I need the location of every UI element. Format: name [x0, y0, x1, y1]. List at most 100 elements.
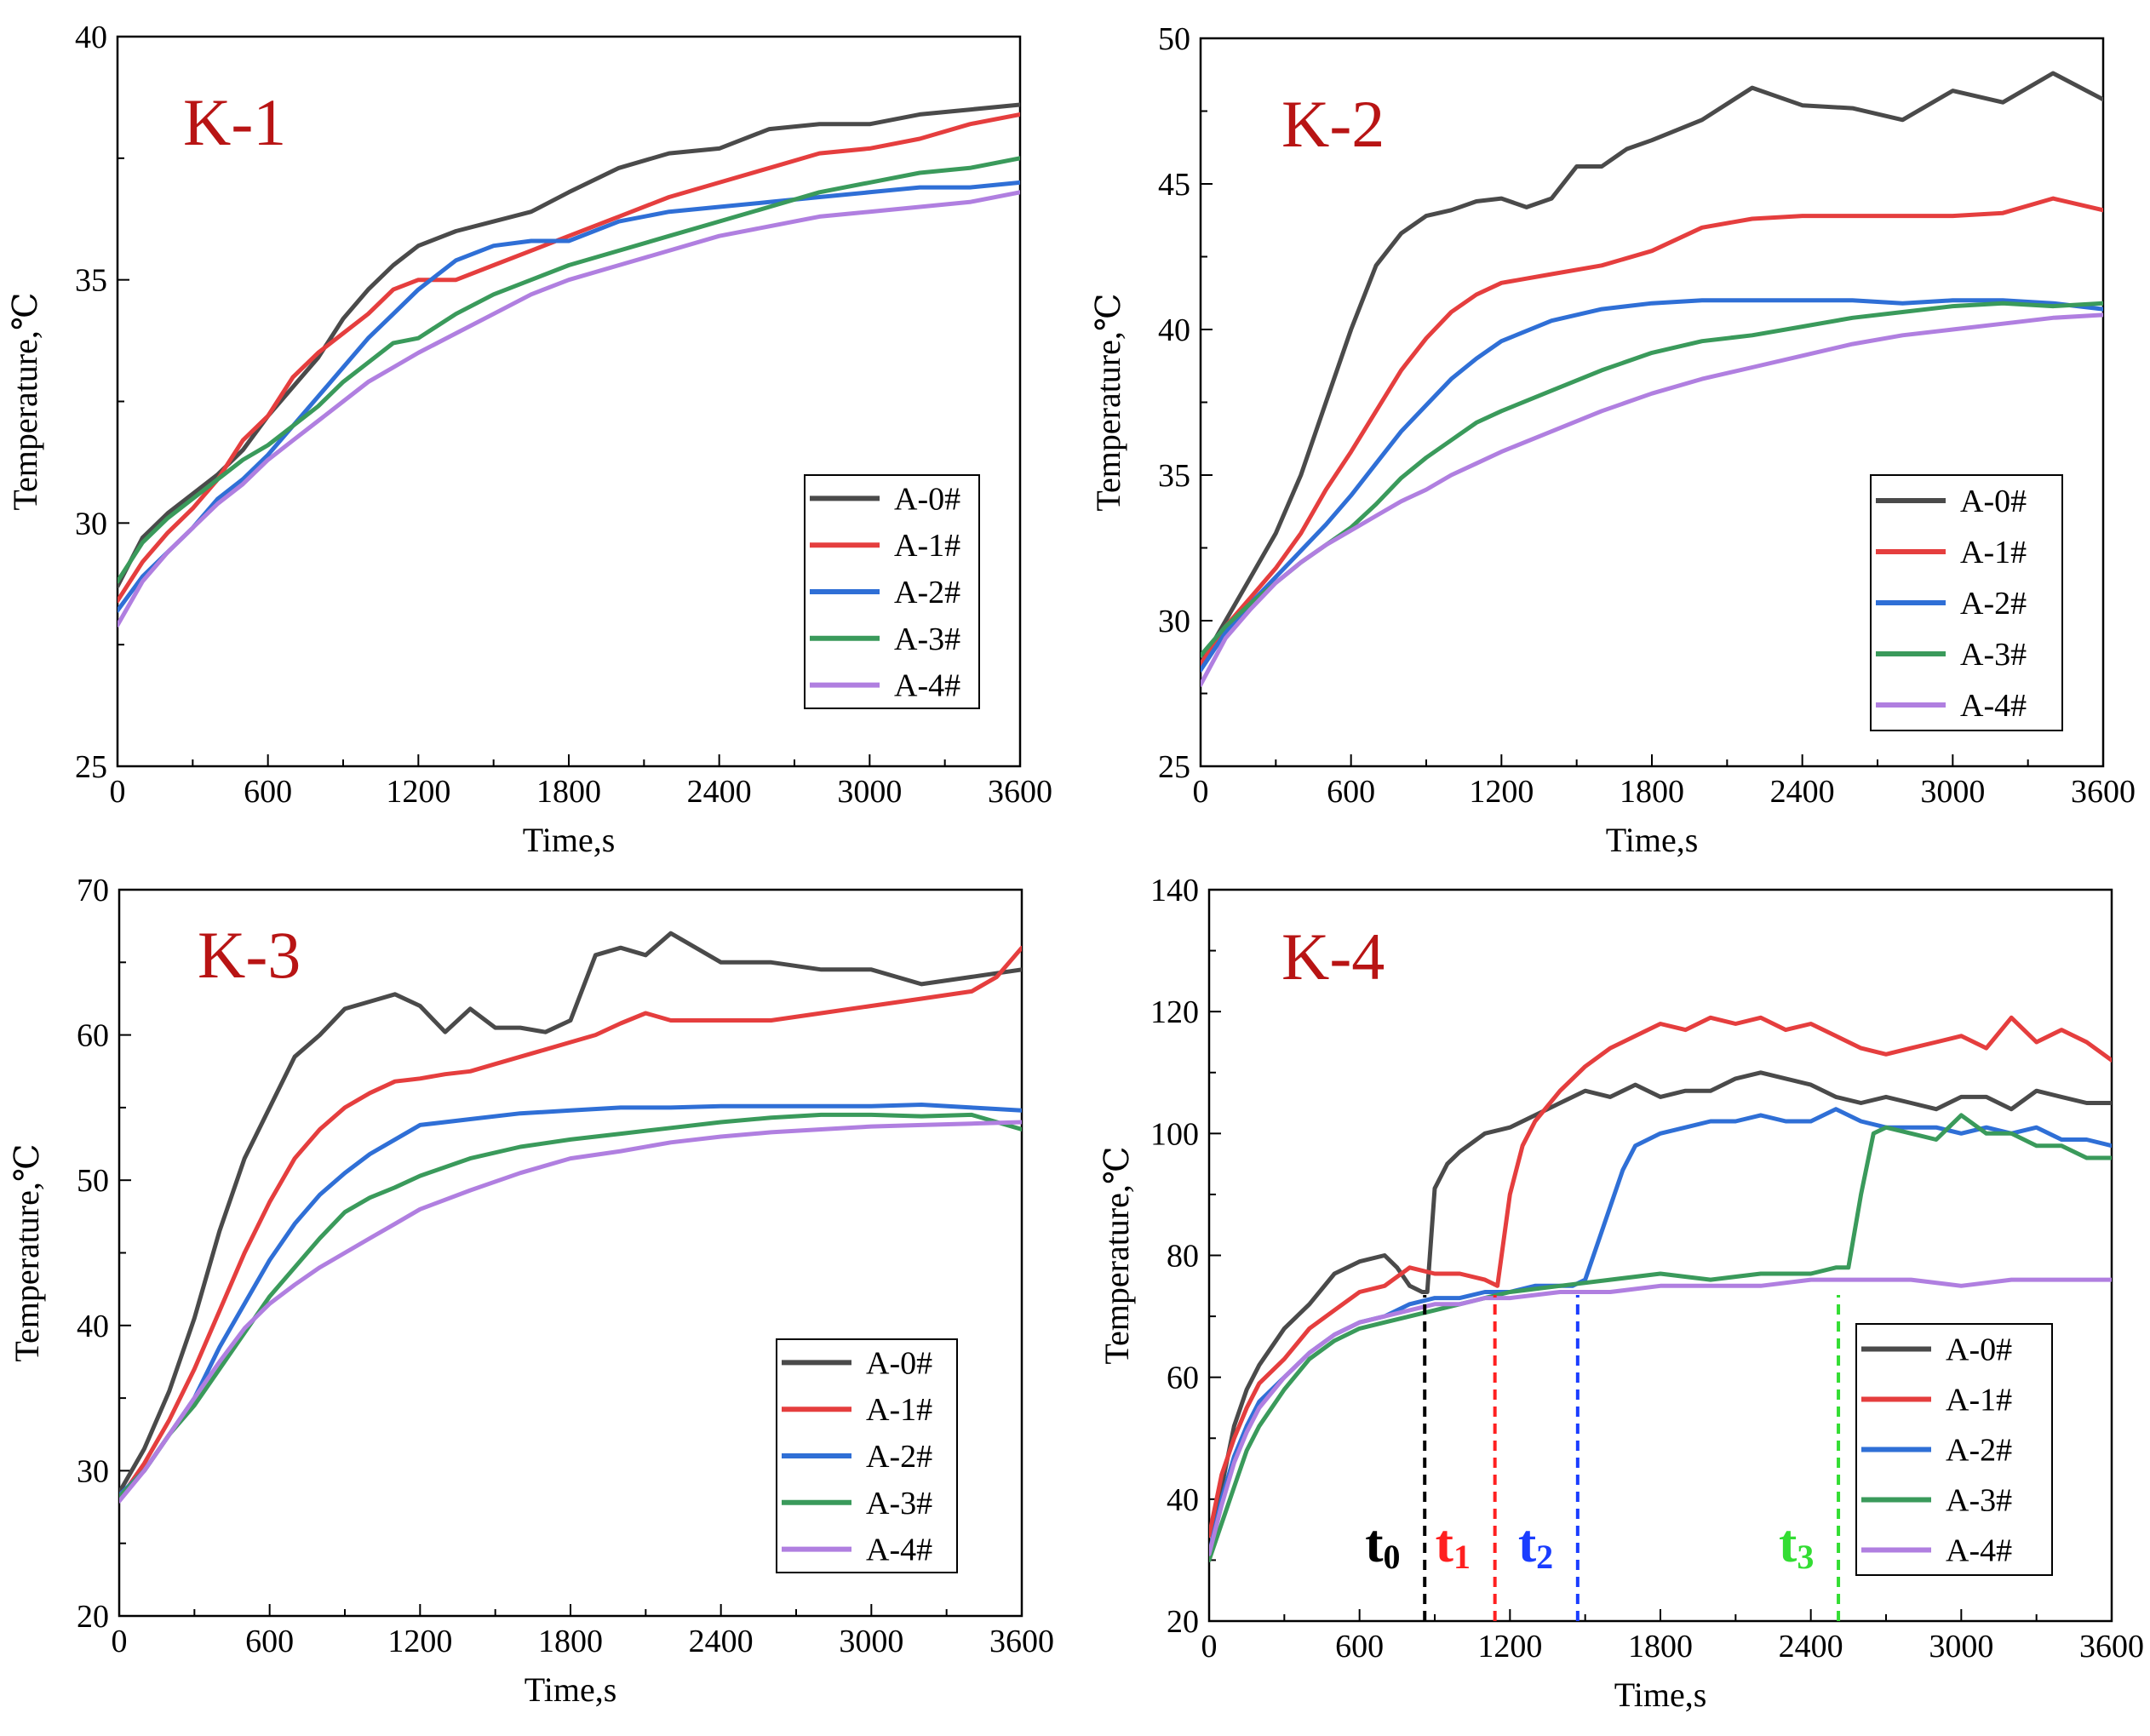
- panel-title: K-3: [198, 918, 301, 992]
- x-tick-label: 3600: [989, 1624, 1054, 1659]
- legend-label: A-4#: [1960, 688, 2027, 724]
- y-tick-label: 40: [1158, 312, 1190, 348]
- series-line-a-3: [119, 1112, 1022, 1499]
- x-axis-title: Time,s: [1614, 1676, 1707, 1714]
- y-axis-title: Temperature,℃: [1098, 1146, 1136, 1364]
- series-line-a-1: [119, 945, 1022, 1502]
- x-tick-label: 0: [1193, 774, 1209, 810]
- y-axis-title: Temperature,℃: [8, 1143, 46, 1361]
- y-tick-label: 40: [1167, 1482, 1199, 1518]
- threshold-marker-label: t0: [1365, 1513, 1400, 1576]
- y-tick-label: 100: [1150, 1116, 1199, 1152]
- chart-panel-k-4: 0 600 1200 1800 2400 3000 3600 20 40 60 80 100 120 14…: [1098, 873, 2144, 1714]
- x-tick-label: 3000: [837, 774, 902, 810]
- legend-label: A-3#: [1946, 1483, 2012, 1519]
- series-line-a-3: [118, 156, 1020, 584]
- y-tick-label: 20: [77, 1599, 109, 1635]
- legend-label: A-3#: [866, 1486, 932, 1521]
- x-tick-label: 0: [110, 774, 126, 810]
- legend-label: A-2#: [894, 575, 960, 610]
- legend-label: A-4#: [894, 668, 960, 704]
- series-line-a-0: [119, 931, 1022, 1495]
- y-tick-label: 20: [1167, 1604, 1199, 1640]
- legend-label: A-1#: [894, 528, 960, 564]
- y-tick-label: 40: [77, 1309, 109, 1344]
- chart-panel-k-1: 0 600 1200 1800 2400 3000 3600 25 30 35 40 Time,s Te…: [6, 20, 1052, 859]
- x-tick-label: 1800: [536, 774, 601, 810]
- series-line-a-1: [1201, 196, 2103, 667]
- x-tick-label: 3600: [988, 774, 1052, 810]
- chart-panel-k-3: 0 600 1200 1800 2400 3000 3600 20 30 40 50 60 70 Time…: [8, 873, 1054, 1709]
- x-tick-label: 2400: [1770, 774, 1835, 810]
- x-tick-label: 1200: [1469, 774, 1534, 810]
- legend-label: A-1#: [866, 1392, 932, 1428]
- series-line-a-2: [1201, 298, 2103, 673]
- x-tick-label: 600: [244, 774, 292, 810]
- x-tick-label: 600: [1335, 1629, 1384, 1664]
- threshold-marker-label: t3: [1779, 1513, 1814, 1576]
- y-tick-label: 50: [77, 1163, 109, 1199]
- y-tick-label: 60: [1167, 1361, 1199, 1396]
- x-tick-label: 2400: [689, 1624, 754, 1659]
- x-tick-label: 1200: [1477, 1629, 1542, 1664]
- x-tick-label: 1200: [387, 1624, 452, 1659]
- y-tick-label: 70: [77, 873, 109, 908]
- series-line-a-0: [1209, 1070, 2112, 1562]
- x-tick-label: 600: [245, 1624, 294, 1659]
- legend-label: A-0#: [894, 481, 960, 517]
- legend-label: A-0#: [1960, 484, 2027, 519]
- x-tick-label: 1800: [1620, 774, 1684, 810]
- legend-label: A-4#: [866, 1533, 932, 1568]
- chart-panel-k-2: 0 600 1200 1800 2400 3000 3600 25 30 35 40 45 50 Time…: [1089, 21, 2136, 859]
- x-axis-title: Time,s: [1606, 821, 1699, 859]
- threshold-marker-label: t2: [1518, 1513, 1553, 1576]
- y-tick-label: 140: [1150, 873, 1199, 908]
- series-line-a-2: [118, 180, 1020, 613]
- x-tick-label: 1200: [386, 774, 450, 810]
- x-axis-title: Time,s: [523, 821, 616, 859]
- panel-title: K-2: [1281, 87, 1385, 161]
- x-tick-label: 0: [112, 1624, 128, 1659]
- legend-label: A-1#: [1960, 535, 2027, 570]
- series-line-a-1: [1209, 1015, 2112, 1538]
- series-line-a-4: [1209, 1277, 2112, 1556]
- y-tick-label: 30: [77, 1453, 109, 1489]
- y-tick-label: 60: [77, 1018, 109, 1054]
- y-tick-label: 120: [1150, 994, 1199, 1030]
- x-tick-label: 2400: [1779, 1629, 1843, 1664]
- y-tick-label: 35: [75, 263, 107, 299]
- x-tick-label: 3600: [2071, 774, 2136, 810]
- y-axis-title: Temperature,℃: [1089, 293, 1127, 511]
- x-axis-title: Time,s: [525, 1670, 617, 1709]
- series-line-a-1: [118, 112, 1020, 604]
- y-tick-label: 35: [1158, 458, 1190, 494]
- y-tick-label: 45: [1158, 167, 1190, 203]
- x-tick-label: 1800: [1628, 1629, 1693, 1664]
- y-tick-label: 30: [1158, 604, 1190, 639]
- y-tick-label: 40: [75, 20, 107, 55]
- legend-label: A-0#: [1946, 1332, 2012, 1368]
- x-tick-label: 600: [1327, 774, 1375, 810]
- series-line-a-4: [1201, 312, 2103, 687]
- legend: A-0# A-1# A-2# A-3# A-4#: [776, 1338, 958, 1573]
- y-tick-label: 25: [1158, 749, 1190, 785]
- y-tick-label: 50: [1158, 21, 1190, 57]
- legend: A-0# A-1# A-2# A-3# A-4#: [1870, 474, 2063, 731]
- legend-label: A-2#: [1960, 586, 2027, 622]
- threshold-marker-label: t1: [1436, 1513, 1471, 1576]
- series-line-a-4: [119, 1120, 1022, 1504]
- series-line-a-2: [119, 1103, 1022, 1498]
- legend-label: A-2#: [1946, 1433, 2012, 1469]
- y-tick-label: 30: [75, 506, 107, 541]
- series-line-a-3: [1209, 1113, 2112, 1562]
- legend: A-0# A-1# A-2# A-3# A-4#: [1855, 1323, 2053, 1576]
- legend-label: A-3#: [1960, 637, 2027, 673]
- x-tick-label: 3600: [2079, 1629, 2144, 1664]
- legend-label: A-3#: [894, 622, 960, 657]
- x-tick-label: 3000: [839, 1624, 903, 1659]
- legend-label: A-1#: [1946, 1383, 2012, 1418]
- x-tick-label: 0: [1201, 1629, 1218, 1664]
- x-tick-label: 3000: [1920, 774, 1985, 810]
- legend: A-0# A-1# A-2# A-3# A-4#: [804, 474, 980, 709]
